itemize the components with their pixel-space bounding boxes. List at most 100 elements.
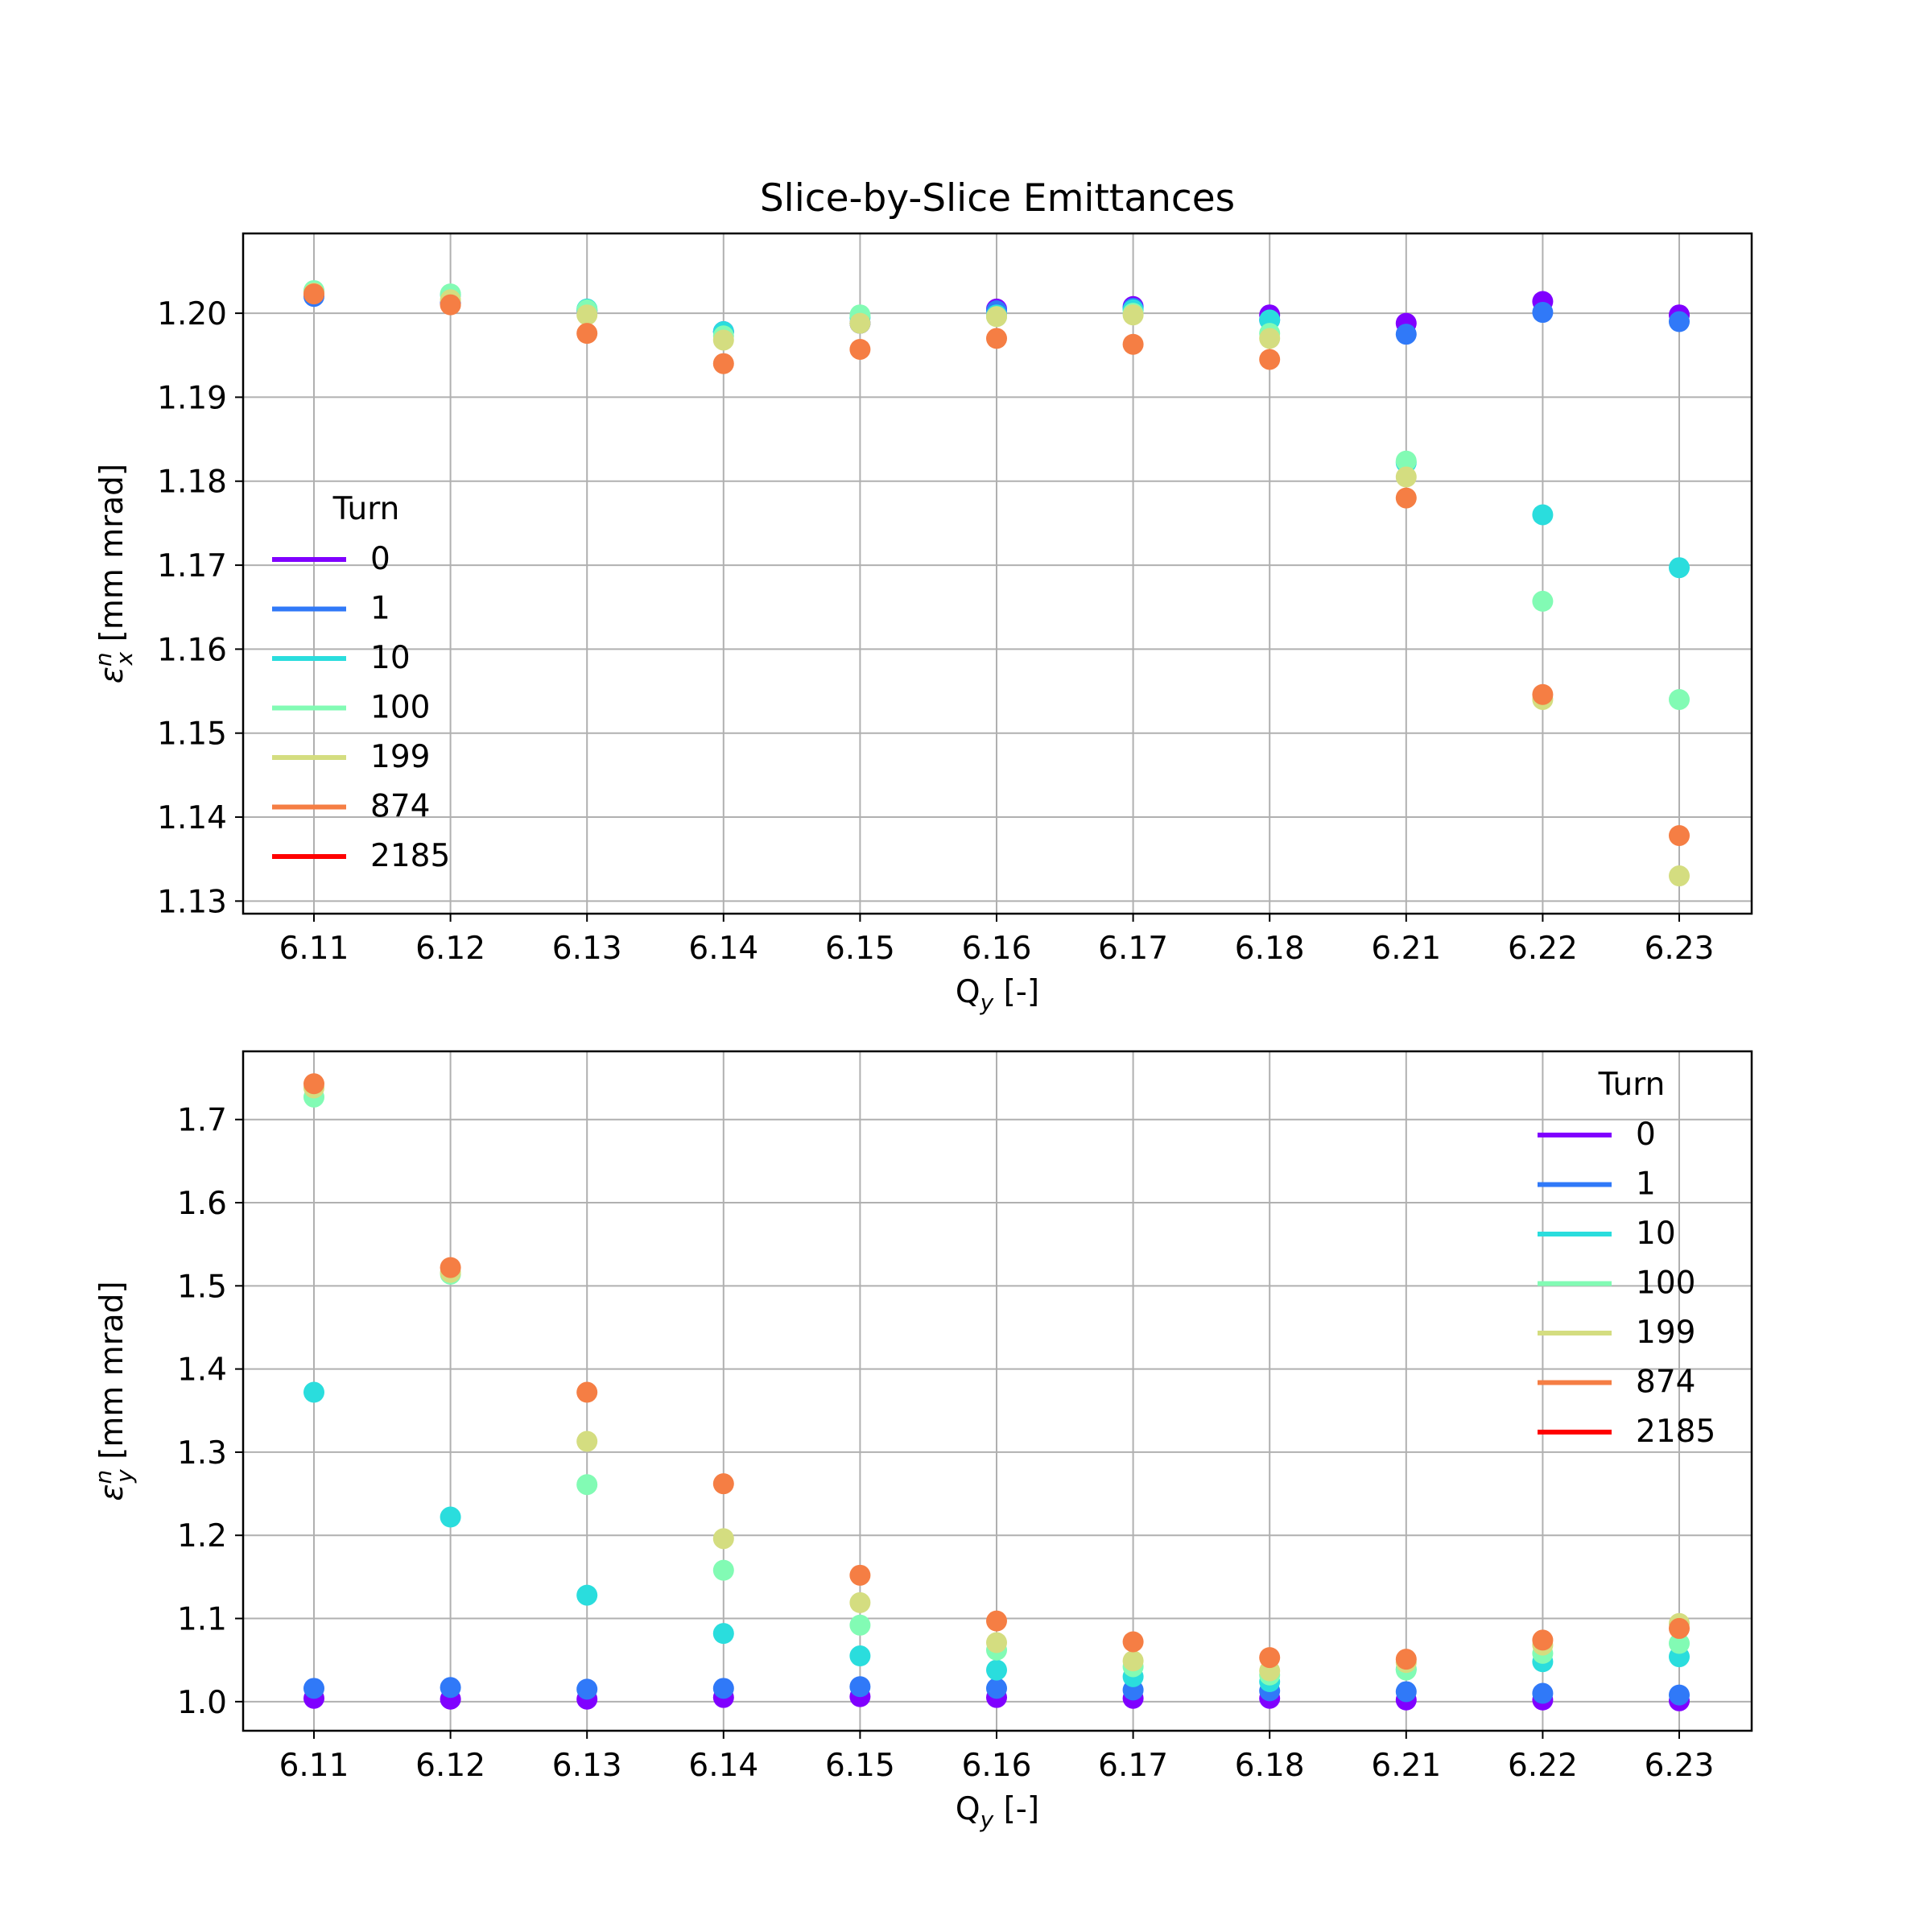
point-turn-874-6.12 xyxy=(440,1257,461,1278)
point-turn-874-6.12 xyxy=(440,294,461,316)
y-tick-label: 1.1 xyxy=(177,1602,227,1638)
legend-label-turn-874: 874 xyxy=(370,789,430,825)
x-tick-label: 6.18 xyxy=(1235,1748,1305,1784)
legend-label-turn-1: 1 xyxy=(1636,1166,1656,1203)
x-tick-label: 6.15 xyxy=(825,931,895,967)
x-axis-label: Qy [-] xyxy=(956,974,1039,1016)
point-turn-874-6.17 xyxy=(1122,333,1144,355)
point-turn-874-6.18 xyxy=(1259,349,1281,370)
point-turn-199-6.15 xyxy=(849,1591,871,1613)
legend-label-turn-199: 199 xyxy=(1636,1315,1695,1351)
point-turn-874-6.11 xyxy=(303,283,324,305)
x-tick-label: 6.14 xyxy=(688,931,758,967)
point-turn-10-6.23 xyxy=(1669,557,1690,579)
x-tick-label: 6.15 xyxy=(825,1748,895,1784)
point-turn-874-6.15 xyxy=(849,338,871,360)
point-turn-874-6.15 xyxy=(849,1564,871,1586)
point-turn-199-6.15 xyxy=(849,312,871,334)
point-turn-1-6.13 xyxy=(576,1678,598,1700)
x-tick-label: 6.11 xyxy=(279,931,349,967)
point-turn-1-6.16 xyxy=(986,1678,1007,1699)
x-tick-label: 6.14 xyxy=(688,1748,758,1784)
point-turn-199-6.17 xyxy=(1122,304,1144,326)
y-tick-label: 1.20 xyxy=(157,296,227,332)
point-turn-100-6.22 xyxy=(1532,590,1554,612)
point-turn-199-6.14 xyxy=(712,329,734,351)
legend-label-turn-2185: 2185 xyxy=(370,838,450,874)
point-turn-874-6.14 xyxy=(712,353,734,374)
point-turn-199-6.14 xyxy=(712,1528,734,1550)
point-turn-199-6.13 xyxy=(576,1430,598,1452)
y-tick-label: 1.16 xyxy=(157,632,227,668)
point-turn-199-6.21 xyxy=(1395,466,1417,488)
y-tick-label: 1.0 xyxy=(177,1685,227,1721)
y-tick-label: 1.3 xyxy=(177,1435,227,1472)
legend-label-turn-199: 199 xyxy=(370,739,430,775)
point-turn-1-6.14 xyxy=(712,1678,734,1699)
point-turn-199-6.16 xyxy=(986,306,1007,328)
point-turn-1-6.22 xyxy=(1532,302,1554,324)
x-tick-label: 6.13 xyxy=(552,931,622,967)
legend-label-turn-1: 1 xyxy=(370,591,390,627)
x-tick-label: 6.12 xyxy=(415,1748,485,1784)
legend-label-turn-0: 0 xyxy=(1636,1117,1656,1153)
x-tick-label: 6.18 xyxy=(1235,931,1305,967)
point-turn-100-6.14 xyxy=(712,1559,734,1581)
point-turn-874-6.16 xyxy=(986,1610,1007,1632)
point-turn-874-6.11 xyxy=(303,1073,324,1095)
legend-label-turn-10: 10 xyxy=(370,640,411,676)
legend: Turn 0 1 10 100 199 874 2185 xyxy=(1538,1067,1715,1450)
point-turn-874-6.21 xyxy=(1395,1649,1417,1670)
point-turn-100-6.23 xyxy=(1669,688,1690,710)
point-turn-100-6.23 xyxy=(1669,1633,1690,1654)
y-tick-label: 1.5 xyxy=(177,1269,227,1305)
legend-label-turn-100: 100 xyxy=(1636,1265,1695,1302)
y-tick-label: 1.14 xyxy=(157,800,227,836)
legend-label-turn-2185: 2185 xyxy=(1636,1414,1715,1450)
point-turn-1-6.11 xyxy=(303,1678,324,1699)
point-turn-1-6.12 xyxy=(440,1677,461,1699)
point-turn-1-6.22 xyxy=(1532,1682,1554,1704)
y-tick-label: 1.19 xyxy=(157,380,227,416)
point-turn-100-6.13 xyxy=(576,1474,598,1496)
legend-label-turn-100: 100 xyxy=(370,690,430,726)
point-turn-100-6.15 xyxy=(849,1614,871,1636)
point-turn-10-6.11 xyxy=(303,1381,324,1403)
chart-bottom-vertical-emittance: 6.11 6.12 6.13 6.14 6.15 6.16 6.17 6.18 6.21 6.22… xyxy=(90,1050,1753,1833)
legend-label-turn-0: 0 xyxy=(370,541,390,577)
data-points xyxy=(303,279,1690,887)
point-turn-874-6.22 xyxy=(1532,683,1554,705)
legend-label-turn-10: 10 xyxy=(1636,1216,1676,1252)
x-tick-label: 6.21 xyxy=(1371,931,1441,967)
y-axis-label: εny [mm mrad] xyxy=(90,1281,138,1501)
x-axis-label: Qy [-] xyxy=(956,1791,1039,1833)
x-tick-label: 6.17 xyxy=(1098,1748,1168,1784)
x-tick-label: 6.23 xyxy=(1645,1748,1715,1784)
legend-label-turn-874: 874 xyxy=(1636,1364,1695,1401)
point-turn-1-6.15 xyxy=(849,1676,871,1698)
point-turn-10-6.22 xyxy=(1532,504,1554,526)
point-turn-874-6.22 xyxy=(1532,1629,1554,1651)
point-turn-1-6.21 xyxy=(1395,1681,1417,1703)
x-tick-label: 6.22 xyxy=(1508,1748,1578,1784)
y-tick-label: 1.2 xyxy=(177,1518,227,1554)
x-tick-label: 6.11 xyxy=(279,1748,349,1784)
legend: Turn 0 1 10 100 199 874 2185 xyxy=(272,491,450,874)
x-tick-label: 6.21 xyxy=(1371,1748,1441,1784)
x-tick-label: 6.16 xyxy=(962,931,1032,967)
point-turn-874-6.23 xyxy=(1669,1617,1690,1639)
point-turn-10-6.16 xyxy=(986,1659,1007,1681)
y-axis-label: εnx [mm mrad] xyxy=(90,464,138,683)
point-turn-199-6.16 xyxy=(986,1632,1007,1653)
y-tick-label: 1.6 xyxy=(177,1186,227,1222)
y-tick-label: 1.15 xyxy=(157,716,227,753)
x-tick-label: 6.16 xyxy=(962,1748,1032,1784)
y-tick-label: 1.13 xyxy=(157,884,227,920)
legend-title: Turn xyxy=(1598,1067,1666,1103)
data-points xyxy=(303,1073,1690,1711)
x-tick-label: 6.22 xyxy=(1508,931,1578,967)
chart-top-horizontal-emittance: 6.11 6.12 6.13 6.14 6.15 6.16 6.17 6.18 6.21 6.22… xyxy=(90,232,1753,1016)
point-turn-874-6.21 xyxy=(1395,487,1417,509)
